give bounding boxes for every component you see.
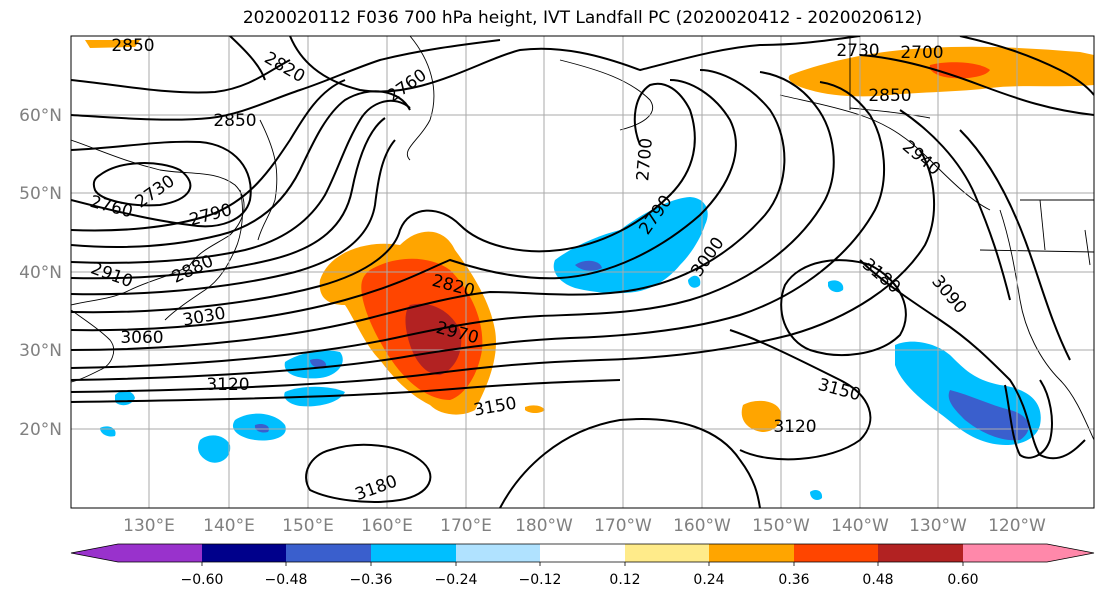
contour-label: 2850 <box>213 111 256 131</box>
contour-label: 3120 <box>773 417 816 437</box>
map-border <box>70 35 1095 509</box>
colorbar-segment <box>202 544 286 562</box>
colorbar-segment <box>878 544 963 562</box>
lat-label-20n: 20°N <box>19 420 62 440</box>
colorbar-tick-label: −0.24 <box>435 572 478 588</box>
colorbar-tick-label: 0.60 <box>947 572 978 588</box>
lon-label: 130°E <box>123 516 175 536</box>
colorbar-tick-label: 0.48 <box>862 572 893 588</box>
lon-label: 140°E <box>203 516 255 536</box>
colorbar-tick-label: 0.36 <box>778 572 809 588</box>
lat-label-40n: 40°N <box>19 263 62 283</box>
colorbar: −0.60 −0.48 −0.36 −0.24 −0.12 0.12 0.24 … <box>70 543 1095 588</box>
colorbar-tick-label: −0.60 <box>181 572 224 588</box>
colorbar-segment <box>118 544 202 562</box>
latitude-labels: 60°N 50°N 40°N 30°N 20°N <box>19 106 62 440</box>
positive-anomaly-max <box>405 303 462 375</box>
map-title: 2020020112 F036 700 hPa height, IVT Land… <box>242 8 923 28</box>
contour-label: 2700 <box>900 43 943 63</box>
colorbar-segment <box>540 544 625 562</box>
lon-label: 130°W <box>909 516 967 536</box>
lat-label-50n: 50°N <box>19 184 62 204</box>
colorbar-tick-label: 0.24 <box>693 572 724 588</box>
colorbar-tick-label: −0.12 <box>519 572 562 588</box>
lon-label: 170°E <box>440 516 492 536</box>
longitude-labels: 130°E 140°E 150°E 160°E 170°E 180°W 170°… <box>123 516 1046 536</box>
colorbar-extend-low <box>71 544 118 562</box>
lon-label: 180°W <box>515 516 573 536</box>
contour-label: 2850 <box>868 86 911 106</box>
colorbar-segment <box>625 544 709 562</box>
coastlines <box>71 36 1094 441</box>
colorbar-segment <box>963 544 1047 562</box>
lon-label: 160°E <box>361 516 413 536</box>
positive-anomaly-hawaii <box>741 400 782 432</box>
colorbar-extend-high <box>1047 544 1094 562</box>
colorbar-segment <box>794 544 878 562</box>
contour-label: 3120 <box>206 375 249 395</box>
ivt-shading <box>85 40 1094 500</box>
lon-label: 160°W <box>673 516 731 536</box>
contour-label: 2730 <box>836 41 879 61</box>
colorbar-segment <box>286 544 371 562</box>
colorbar-segment <box>456 544 540 562</box>
lat-label-30n: 30°N <box>19 341 62 361</box>
lon-label: 150°W <box>752 516 810 536</box>
colorbar-tick-label: 0.12 <box>609 572 640 588</box>
contour-label: 2850 <box>111 36 154 56</box>
lon-label: 140°W <box>831 516 889 536</box>
lon-label: 150°E <box>282 516 334 536</box>
positive-anomaly-northeast-core <box>929 62 990 79</box>
contour-label: 2730 <box>838 41 881 61</box>
lon-label: 120°W <box>988 516 1046 536</box>
contour-label: 3060 <box>120 328 163 348</box>
lon-label: 170°W <box>594 516 652 536</box>
height-contours <box>71 36 1094 508</box>
contour-label: 2700 <box>633 137 657 182</box>
colorbar-tick-label: −0.48 <box>265 572 308 588</box>
lat-label-60n: 60°N <box>19 106 62 126</box>
colorbar-segment <box>709 544 794 562</box>
colorbar-tick-label: −0.36 <box>350 572 393 588</box>
colorbar-segment <box>371 544 456 562</box>
graticule <box>71 36 1094 508</box>
